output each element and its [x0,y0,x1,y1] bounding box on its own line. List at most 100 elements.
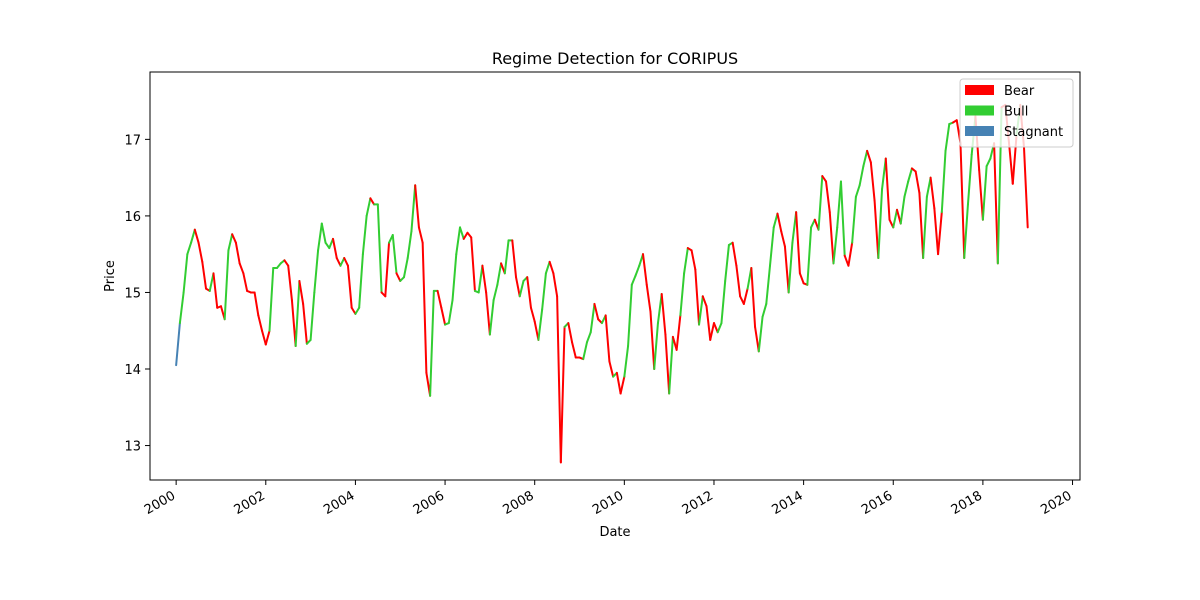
line-segment-bull [858,165,865,187]
line-segment-bull [683,247,689,275]
line-segment-bear [234,241,241,265]
legend-label-bull: Bull [1004,105,1028,120]
line-segment-bear [869,161,876,202]
line-segment-bull [589,302,596,334]
line-segment-bear [197,241,204,263]
line-segment-bull [361,214,368,256]
line-segment-bear [664,333,671,395]
line-segment-bull [477,264,484,294]
line-segment-bear [731,241,738,267]
line-segment-bear [346,264,353,309]
line-segment-bull [537,308,544,341]
line-segment-bull [627,283,633,348]
line-segment-bull [186,241,193,256]
line-segment-bear [701,295,708,308]
line-segment-bull [862,149,869,168]
line-segment-bull [358,253,364,309]
line-segment-bull [503,239,510,275]
line-segment-bull [787,241,794,294]
line-segment-bull [892,208,898,229]
y-tick-label: 17 [124,133,141,148]
line-segment-bull [429,289,435,397]
line-segment-bull [832,226,839,265]
y-tick-label: 13 [124,440,141,455]
line-segment-bear [238,262,245,275]
line-segment-bear [302,302,308,345]
line-segment-bull [854,184,861,198]
line-segment-bull [903,180,910,198]
line-segment-bull [410,184,417,233]
legend-swatch-bull [965,105,994,116]
line-segment-bull [455,226,461,256]
line-segment-bear [754,325,760,353]
line-segment-bull [406,230,413,260]
line-segment-bear [552,272,559,298]
line-segment-bull [698,295,704,326]
line-segment-bull [223,249,230,321]
line-segment-bull [839,180,846,257]
line-segment-bull [716,322,723,334]
line-segment-bear [264,329,271,346]
line-segment-bull [810,218,816,229]
legend: Bear Bull Stagnant [959,78,1074,148]
line-segment-bear [798,272,805,285]
legend-label-stagnant: Stagnant [1004,125,1063,140]
line-segment-bear [253,291,260,317]
line-segment-bear [369,197,376,206]
line-segment-bear [548,260,555,275]
y-tick-label: 16 [124,210,141,225]
line-segment-bull [451,253,458,302]
y-tick-label: 14 [124,363,141,378]
line-segment-bear [242,272,249,292]
line-segment-bull [313,249,320,294]
line-segment-bear [332,237,338,260]
line-segment-bull [227,233,234,252]
line-segment-bear [978,168,984,221]
line-segment-bear [604,314,611,363]
line-segment-bear [795,211,801,275]
line-segment-bull [653,322,659,371]
line-segment-bear [959,142,966,260]
line-segment-bear [283,259,290,267]
line-segment-bull [656,292,663,325]
line-segment-bull [720,279,727,325]
line-segment-bull [922,195,928,260]
line-segment-bull [851,195,857,244]
line-segment-bear [231,233,237,244]
y-axis-title: Price [103,260,118,292]
line-segment-bear [201,260,208,290]
line-segment-bull [899,195,906,225]
line-segment-bull [985,157,992,168]
line-segment-bear [750,266,757,328]
legend-swatch-bear [965,85,994,95]
line-segment-bear [529,306,536,323]
line-segment-bear [712,322,719,334]
line-segment-bear [709,322,715,341]
line-segment-bear [485,291,491,336]
line-segment-bull [817,175,824,231]
line-segment-bear [735,264,742,298]
line-segment-bear [918,191,925,260]
line-segment-bear [559,325,566,464]
line-segment-bear [933,207,940,256]
line-segment-bull [354,306,361,315]
line-segment-bull [447,299,454,325]
line-segment-bull [268,266,275,332]
line-segment-bear [914,170,921,194]
line-segment-bull [630,274,637,286]
line-segment-bull [940,149,947,214]
line-segment-bear [690,249,697,271]
line-segment-bear [642,253,648,286]
line-segment-bear [615,371,622,395]
line-segment-bear [556,295,562,464]
line-segment-bear [343,257,349,267]
line-segment-bear [780,230,786,248]
line-segment-bull [668,335,674,395]
line-segment-bear [937,211,943,256]
line-segment-bull [544,260,551,275]
line-segment-bull [724,244,730,282]
line-segment-bull [765,264,771,305]
line-segment-bull [944,123,951,152]
y-tick-label: 15 [124,286,141,301]
